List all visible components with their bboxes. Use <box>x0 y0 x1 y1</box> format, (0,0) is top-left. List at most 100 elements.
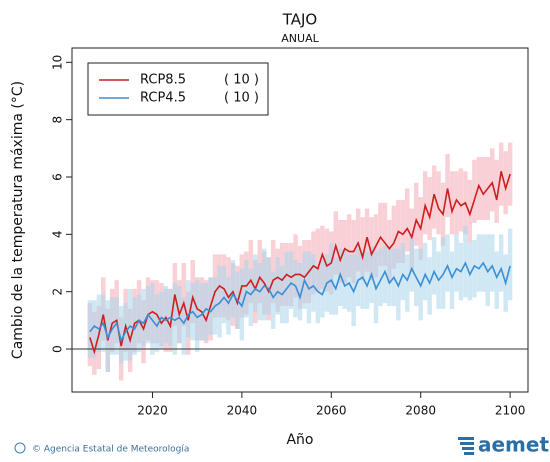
y-tick-label: 8 <box>51 116 65 124</box>
band-segment <box>311 254 316 312</box>
legend-label: RCP4.5 <box>140 91 186 106</box>
band-segment <box>355 208 361 272</box>
band-segment <box>87 300 93 358</box>
chart-subtitle: ANUAL <box>281 32 319 45</box>
y-tick-label: 2 <box>51 288 65 296</box>
band-segment <box>427 257 432 315</box>
band-segment <box>342 251 347 309</box>
band-segment <box>284 251 289 324</box>
band-segment <box>382 202 388 266</box>
band-segment <box>141 288 146 347</box>
x-tick-label: 2100 <box>495 404 526 418</box>
band-segment <box>203 283 209 341</box>
x-tick-label: 2060 <box>316 404 347 418</box>
band-segment <box>449 251 455 309</box>
y-tick-label: 0 <box>51 345 65 353</box>
y-tick-label: 10 <box>51 55 65 70</box>
band-segment <box>476 156 482 220</box>
band-segment <box>454 234 459 292</box>
band-segment <box>387 248 392 306</box>
band-segment <box>159 291 164 349</box>
band-segment <box>194 280 200 352</box>
series-line <box>89 261 511 343</box>
legend-count: ( 10 ) <box>224 91 259 106</box>
plot-area: 0 2 4 6 8 10 2020 2040 2060 2080 2100 RCP8.5 ( 10 ) R… <box>51 47 529 418</box>
band-segment <box>244 260 249 318</box>
band-segment <box>378 248 383 306</box>
chart-title: TAJO <box>282 11 318 29</box>
band-segment <box>405 188 410 252</box>
band-segment <box>127 288 133 361</box>
band-segment <box>217 265 222 338</box>
band-segment <box>445 234 450 292</box>
band-segment <box>346 214 352 278</box>
band-segment <box>320 225 325 289</box>
band-segment <box>436 171 441 235</box>
band-segment <box>467 242 473 301</box>
band-segment <box>230 260 236 318</box>
band-segment <box>136 294 142 352</box>
credit-icon <box>14 442 26 454</box>
band-segment <box>454 171 459 235</box>
band-segment <box>266 257 271 315</box>
credit: © Agencia Estatal de Meteorología <box>32 445 189 455</box>
band-segment <box>409 234 414 292</box>
band-segment <box>481 156 486 220</box>
band-segment <box>181 297 186 355</box>
legend-count: ( 10 ) <box>224 73 259 88</box>
band-segment <box>378 202 383 266</box>
logo: aemet <box>478 433 549 457</box>
band-segment <box>467 179 473 243</box>
band-segment <box>333 211 338 275</box>
band-segment <box>400 199 406 263</box>
band-segment <box>221 265 227 324</box>
band-segment <box>186 280 191 338</box>
band-segment <box>293 260 298 318</box>
band-segment <box>498 234 504 292</box>
band-segment <box>382 245 388 304</box>
band-segment <box>490 148 495 212</box>
plot-frame <box>71 47 529 393</box>
band-segment <box>405 254 410 312</box>
y-axis-label: Cambio de la temperatura máxima (°C) <box>10 81 26 359</box>
band-segment <box>414 182 419 246</box>
band-segment <box>150 283 155 355</box>
band-segment <box>494 159 499 223</box>
band-segment <box>364 251 370 309</box>
x-tick-label: 2080 <box>405 404 436 418</box>
band-segment <box>476 234 482 292</box>
band-segment <box>427 177 432 241</box>
band-segment <box>329 242 334 315</box>
band-segment <box>253 254 258 312</box>
x-axis-label: Año <box>286 432 313 448</box>
band-segment <box>400 242 406 301</box>
band-segment <box>360 217 365 281</box>
band-segment <box>226 277 231 335</box>
band-segment <box>315 265 321 324</box>
band-segment <box>494 251 499 309</box>
y-tick-label: 4 <box>51 231 65 239</box>
band-segment <box>342 220 347 284</box>
band-segment <box>472 240 477 298</box>
x-tick-label: 2040 <box>227 404 258 418</box>
band-segment <box>391 205 397 269</box>
band-segment <box>449 171 455 235</box>
legend-label: RCP8.5 <box>140 73 186 88</box>
band-segment <box>338 248 343 306</box>
logo-mark <box>458 437 474 455</box>
band-segment <box>431 237 437 295</box>
band-segment <box>154 294 160 352</box>
band-segment <box>270 271 276 329</box>
band-segment <box>490 234 495 292</box>
band-segment <box>503 151 508 215</box>
band-segment <box>288 251 294 309</box>
band-segment <box>472 159 477 223</box>
x-tick-label: 2020 <box>137 404 168 418</box>
band-segment <box>96 294 102 352</box>
band-segment <box>297 263 303 321</box>
band-segment <box>360 251 365 309</box>
band-segment <box>458 168 464 232</box>
legend-box <box>87 62 269 116</box>
band-segment <box>355 248 361 306</box>
